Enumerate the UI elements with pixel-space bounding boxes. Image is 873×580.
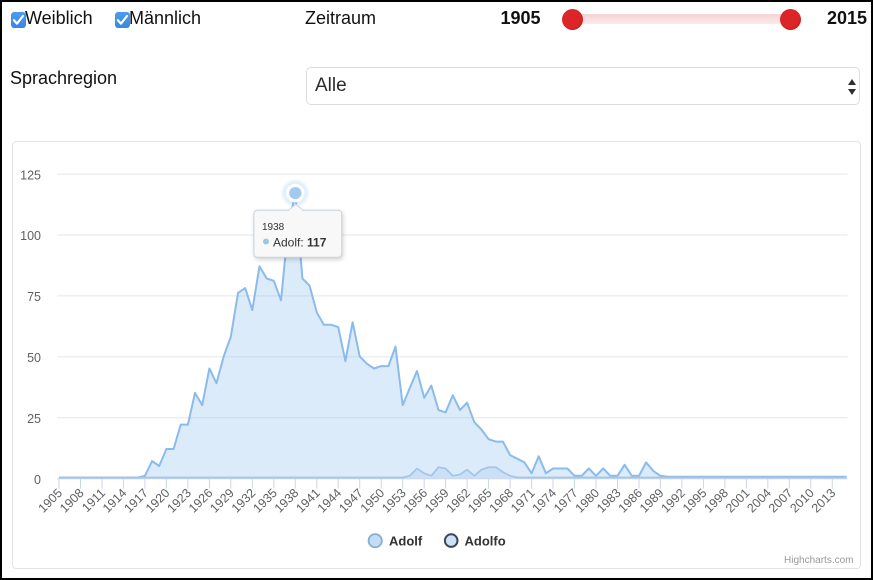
svg-text:50: 50 bbox=[27, 351, 41, 365]
svg-text:25: 25 bbox=[27, 412, 41, 426]
svg-text:125: 125 bbox=[20, 168, 41, 182]
svg-text:Highcharts.com: Highcharts.com bbox=[784, 555, 853, 566]
svg-text:2013: 2013 bbox=[809, 486, 839, 516]
svg-text:100: 100 bbox=[20, 229, 41, 243]
svg-text:0: 0 bbox=[34, 473, 41, 487]
svg-text:Adolf: Adolf bbox=[389, 534, 423, 549]
svg-text:1938: 1938 bbox=[262, 222, 285, 233]
svg-text:75: 75 bbox=[27, 290, 41, 304]
svg-text:Adolf: 117: Adolf: 117 bbox=[273, 236, 327, 250]
svg-text:Adolfo: Adolfo bbox=[465, 534, 506, 549]
